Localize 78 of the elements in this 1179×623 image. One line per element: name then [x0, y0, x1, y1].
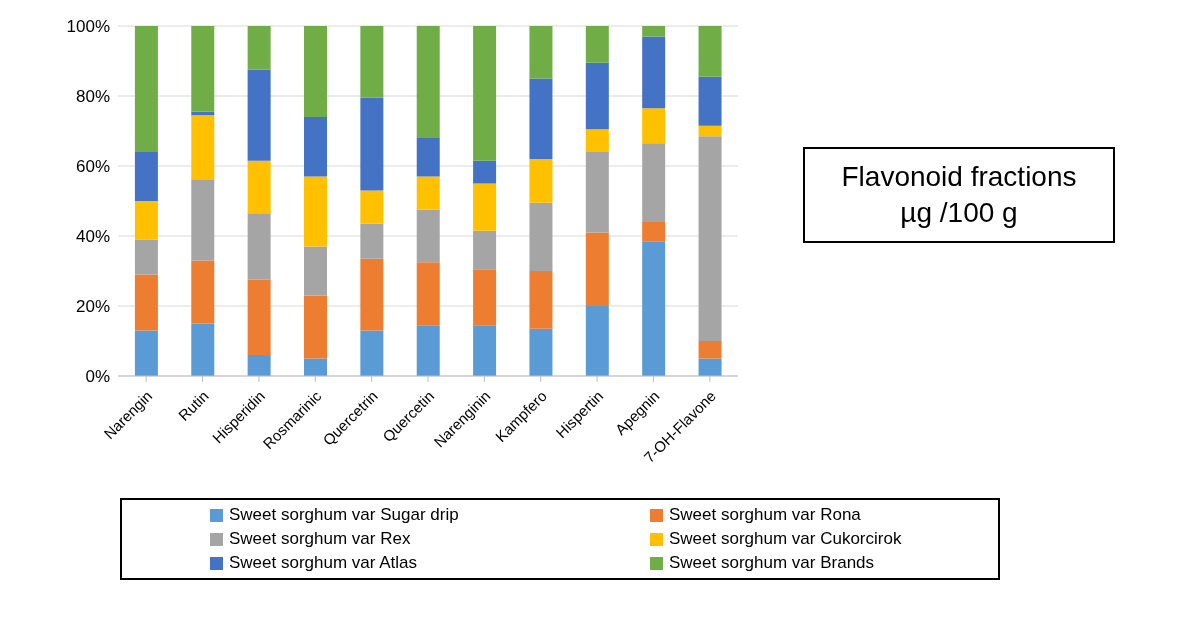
bar — [416, 138, 440, 177]
bar — [191, 260, 215, 324]
bar — [360, 330, 384, 376]
legend-label: Sweet sorghum var Cukorcirok — [669, 528, 902, 550]
bar — [304, 117, 327, 177]
bar — [134, 274, 158, 331]
y-tick-label: 0% — [85, 367, 110, 387]
bar — [642, 241, 666, 376]
bar — [473, 325, 497, 376]
bar — [304, 176, 327, 247]
bar — [416, 26, 440, 138]
bar — [473, 160, 497, 184]
bar — [529, 78, 553, 159]
y-tick-label: 60% — [75, 157, 110, 177]
bar — [247, 279, 271, 355]
bar — [191, 323, 215, 376]
bar — [698, 125, 722, 137]
bar — [642, 26, 666, 37]
bar — [191, 26, 215, 112]
bar — [642, 143, 666, 222]
bar — [247, 355, 271, 376]
text: Flavonoid fractions µg /100 g — [803, 147, 1115, 243]
bar — [698, 76, 722, 126]
bar — [134, 201, 158, 240]
bar — [247, 213, 271, 280]
bar — [698, 136, 722, 341]
bar — [134, 152, 158, 201]
bar — [529, 328, 553, 376]
bar — [529, 26, 553, 79]
bar — [585, 129, 609, 152]
bar — [473, 230, 497, 270]
bar — [416, 176, 440, 210]
y-tick-label: 80% — [75, 87, 110, 107]
bar — [360, 190, 384, 224]
bar — [360, 97, 384, 191]
bar — [304, 358, 327, 376]
bar — [585, 62, 609, 130]
bar — [473, 269, 497, 326]
bar — [416, 325, 440, 376]
y-tick-label: 40% — [75, 227, 110, 247]
bar — [360, 26, 384, 98]
bar — [134, 239, 158, 275]
bar — [698, 26, 722, 77]
bar — [304, 246, 327, 296]
legend-label: Sweet sorghum var Brands — [669, 552, 875, 574]
bar — [642, 36, 666, 109]
bar — [304, 295, 327, 359]
bar — [473, 26, 497, 161]
bar — [529, 271, 553, 329]
bar — [698, 358, 722, 376]
bar — [585, 232, 609, 306]
bar — [585, 306, 609, 376]
legend-label: Sweet sorghum var Sugar drip — [229, 504, 459, 526]
legend-label: Sweet sorghum var Rona — [669, 504, 861, 526]
y-tick-label: 100% — [66, 17, 110, 37]
bar — [529, 159, 553, 203]
bar — [529, 202, 553, 271]
bar — [416, 209, 440, 263]
bar — [585, 26, 609, 63]
bar — [360, 258, 384, 331]
bar — [247, 26, 271, 70]
bar — [473, 183, 497, 231]
legend-label: Sweet sorghum var Atlas — [229, 552, 418, 574]
bar — [247, 69, 271, 161]
bar — [585, 152, 609, 233]
bar — [247, 160, 271, 214]
bar — [698, 341, 722, 359]
bar — [304, 26, 327, 117]
bar — [134, 330, 158, 376]
legend-label: Sweet sorghum var Rex — [229, 528, 411, 550]
bar — [191, 180, 215, 261]
y-tick-label: 20% — [75, 297, 110, 317]
bar — [134, 26, 158, 152]
bar — [642, 108, 666, 144]
bar — [416, 262, 440, 326]
bar — [642, 222, 666, 242]
bar — [360, 223, 384, 259]
bar — [191, 115, 215, 180]
